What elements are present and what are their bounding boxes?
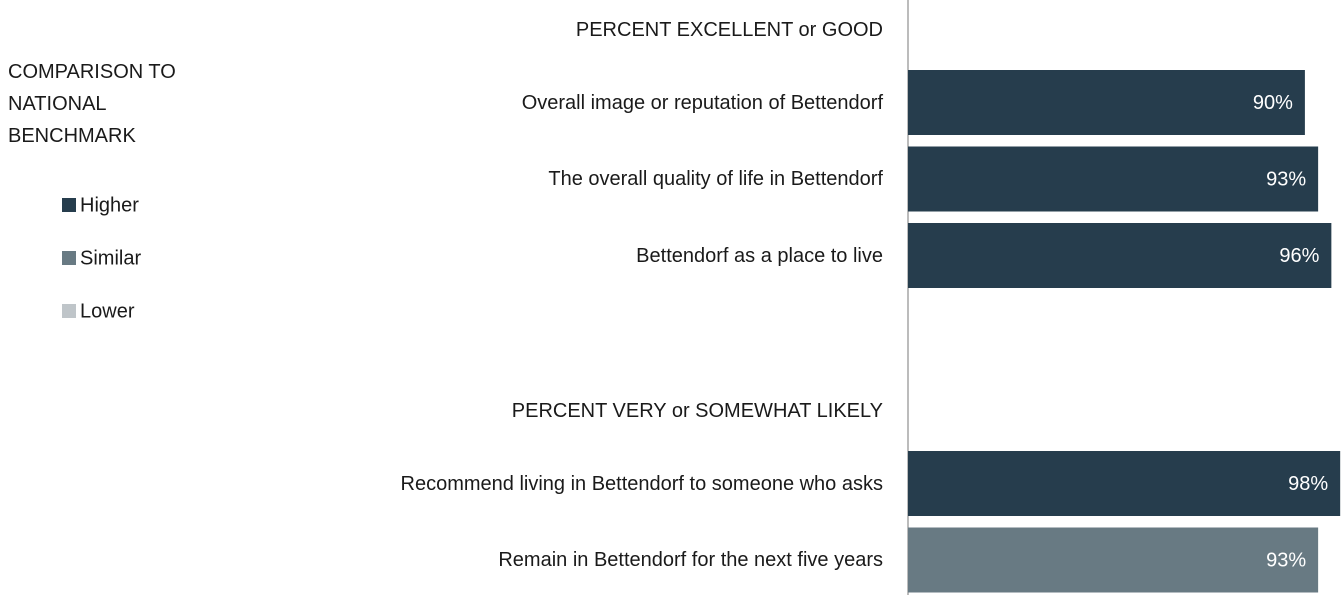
value-label: 93% — [1266, 168, 1306, 190]
bar — [908, 70, 1305, 135]
category-text: The overall quality of life in Bettendor… — [548, 168, 883, 190]
legend-swatch — [62, 304, 76, 318]
legend-label: Higher — [80, 194, 139, 216]
category-text: Recommend living in Bettendorf to someon… — [400, 472, 883, 495]
category-label: Remain in Bettendorf for the next five y… — [263, 528, 883, 593]
category-text: Remain in Bettendorf for the next five y… — [498, 549, 883, 571]
legend-swatch — [62, 198, 76, 212]
category-label: Overall image or reputation of Bettendor… — [263, 70, 883, 135]
legend-label: Similar — [80, 247, 141, 269]
category-text: Bettendorf as a place to live — [636, 244, 883, 267]
value-label: 96% — [1279, 245, 1319, 267]
category-label: Recommend living in Bettendorf to someon… — [263, 451, 883, 516]
bar — [908, 527, 1319, 593]
legend-swatch — [62, 251, 76, 265]
bar — [908, 223, 1332, 288]
group-title: PERCENT EXCELLENT or GOOD — [575, 19, 883, 41]
value-label: 90% — [1253, 92, 1293, 114]
category-text: Overall image or reputation of Bettendor… — [521, 91, 883, 114]
bar — [908, 146, 1319, 212]
category-label: Bettendorf as a place to live — [263, 223, 883, 288]
category-label: The overall quality of life in Bettendor… — [263, 147, 883, 212]
group-title: PERCENT VERY or SOMEWHAT LIKELY — [511, 400, 883, 422]
value-label: 98% — [1288, 473, 1328, 495]
legend-title: COMPARISON TO NATIONAL BENCHMARK — [8, 61, 176, 147]
bar — [908, 451, 1341, 516]
value-label: 93% — [1266, 549, 1306, 571]
legend-label: Lower — [80, 300, 135, 322]
